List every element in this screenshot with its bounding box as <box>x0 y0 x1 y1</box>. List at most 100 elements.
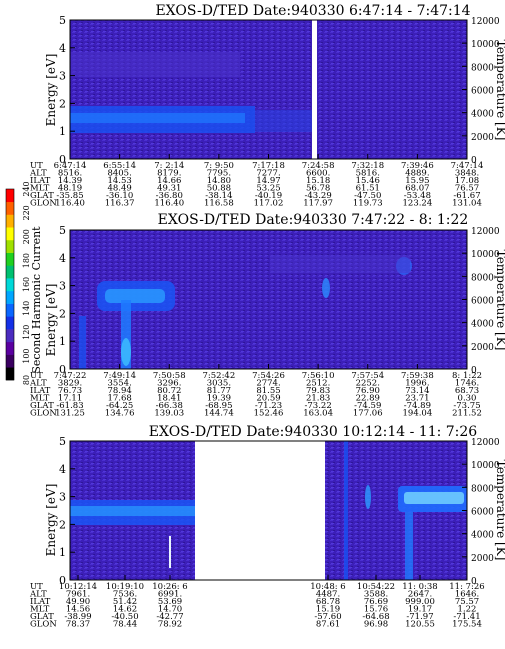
y-tick-label: 3 <box>59 70 66 83</box>
y-tick-label: 3 <box>59 491 66 504</box>
orbit-cell: -66.38 <box>156 401 183 411</box>
orbit-cell: 10:12:14 <box>59 582 97 592</box>
orbit-cell: 177.06 <box>353 409 383 419</box>
colorbar-segment <box>6 189 14 203</box>
orbit-row-label: ALT <box>29 169 47 179</box>
panel-2-band-core <box>105 289 165 303</box>
panel-3: EXOS-D/TED Date:940330 10:12:14 - 11: 7:… <box>29 424 505 630</box>
orbit-cell: 14.70 <box>158 605 182 615</box>
panel-1-y-ticks: 0 1 2 3 4 5 <box>59 14 75 166</box>
orbit-cell: 19.17 <box>408 605 432 615</box>
orbit-cell: 14.39 <box>58 176 82 186</box>
orbit-cell: 8405. <box>107 169 131 179</box>
y-tick-label: 5 <box>59 435 66 448</box>
orbit-cell: 21.83 <box>306 394 330 404</box>
colorbar-tick-label: 140 <box>22 301 31 316</box>
y2-tick-label: 8000 <box>471 484 494 494</box>
panel-2-blob-b <box>396 257 412 275</box>
orbit-cell: 211.52 <box>452 409 482 419</box>
orbit-cell: 56.78 <box>306 184 330 194</box>
orbit-cell: 7:50:58 <box>153 371 186 381</box>
y2-tick-label: 0 <box>471 156 477 166</box>
orbit-cell: 75.57 <box>455 597 479 607</box>
orbit-cell: 96.98 <box>364 620 388 630</box>
orbit-cell: 78.92 <box>158 620 182 630</box>
orbit-cell: 1996. <box>405 379 429 389</box>
y2-tick-label: 12000 <box>471 227 500 237</box>
colorbar-segment <box>6 303 14 317</box>
y-tick-label: 0 <box>59 153 66 166</box>
colorbar-segment <box>6 278 14 292</box>
panel-1-title: EXOS-D/TED Date:940330 6:47:14 - 7:47:14 <box>155 3 470 19</box>
orbit-cell: 80.72 <box>157 386 181 396</box>
y-tick-label: 3 <box>59 280 66 293</box>
orbit-cell: 175.54 <box>452 620 482 630</box>
y-tick-label: 0 <box>59 363 66 376</box>
orbit-cell: -61.67 <box>453 191 480 201</box>
orbit-cell: 76.73 <box>58 386 82 396</box>
y2-tick-label: 6000 <box>471 508 494 518</box>
orbit-cell: 48.19 <box>58 184 82 194</box>
orbit-cell: 78.37 <box>66 620 90 630</box>
orbit-cell: 76.69 <box>364 597 388 607</box>
orbit-cell: 68.07 <box>405 184 429 194</box>
panel-2-left-column <box>79 316 86 369</box>
panel-2-y2label: Temperature [K] <box>494 250 505 351</box>
orbit-cell: -40.19 <box>255 191 282 201</box>
orbit-cell: -43.29 <box>305 191 332 201</box>
orbit-cell: 7:32:18 <box>351 161 384 171</box>
orbit-cell: 15.95 <box>405 176 429 186</box>
panel-3-title: EXOS-D/TED Date:940330 10:12:14 - 11: 7:… <box>149 424 478 440</box>
orbit-cell: 117.02 <box>254 199 284 209</box>
colorbar-segment <box>6 201 14 215</box>
panel-3-ylabel: Energy [eV] <box>44 484 58 557</box>
orbit-cell: 22.89 <box>356 394 380 404</box>
colorbar-segment <box>6 265 14 279</box>
orbit-cell: 7: 9:50 <box>204 161 234 171</box>
y-tick-label: 1 <box>59 335 66 348</box>
y2-tick-label: 4000 <box>471 531 494 541</box>
orbit-row-label: GLAT <box>30 612 54 622</box>
orbit-row-label: UT <box>30 371 43 381</box>
panel-2-upper-noise <box>270 255 410 273</box>
orbit-cell: 14.97 <box>256 176 280 186</box>
orbit-cell: 116.40 <box>154 199 184 209</box>
orbit-cell: -71.23 <box>255 401 282 411</box>
y2-tick-label: 4000 <box>471 320 494 330</box>
orbit-cell: 81.55 <box>256 386 280 396</box>
orbit-cell: 15.76 <box>364 605 388 615</box>
panel-2-blob-a <box>322 278 330 298</box>
y2-tick-label: 4000 <box>471 110 494 120</box>
orbit-cell: 11: 7:26 <box>449 582 484 592</box>
orbit-cell: 18.41 <box>157 394 181 404</box>
orbit-cell: 53.69 <box>158 597 182 607</box>
orbit-cell: 144.74 <box>204 409 234 419</box>
orbit-cell: -74.89 <box>404 401 431 411</box>
orbit-cell: 7:24:58 <box>302 161 335 171</box>
panel-3-y2label: Temperature [K] <box>494 460 505 561</box>
panel-2-column <box>121 300 131 369</box>
orbit-row-label: ILAT <box>30 386 51 396</box>
y2-tick-label: 12000 <box>471 17 500 27</box>
orbit-cell: 10:54:22 <box>357 582 395 592</box>
orbit-cell: -53.48 <box>404 191 431 201</box>
y-tick-label: 5 <box>59 14 66 27</box>
panel-1-plot-area <box>70 20 467 159</box>
panel-1-band-tail <box>255 110 315 132</box>
panel-1-band-core <box>70 113 245 123</box>
orbit-cell: 2512. <box>306 379 330 389</box>
orbit-cell: -71.41 <box>453 612 480 622</box>
orbit-cell: 76.90 <box>356 386 380 396</box>
orbit-cell: -74.59 <box>354 401 381 411</box>
orbit-cell: 2647. <box>408 590 432 600</box>
colorbar-scale <box>6 189 14 381</box>
orbit-row-label: UT <box>30 161 43 171</box>
orbit-cell: 81.77 <box>207 386 231 396</box>
orbit-cell: 4487. <box>316 590 340 600</box>
colorbar-tick-label: 180 <box>22 253 31 268</box>
orbit-cell: 48.49 <box>107 184 131 194</box>
orbit-cell: 134.76 <box>105 409 135 419</box>
orbit-cell: 11: 0:38 <box>402 582 437 592</box>
panel-1-upper-noise <box>70 52 240 77</box>
